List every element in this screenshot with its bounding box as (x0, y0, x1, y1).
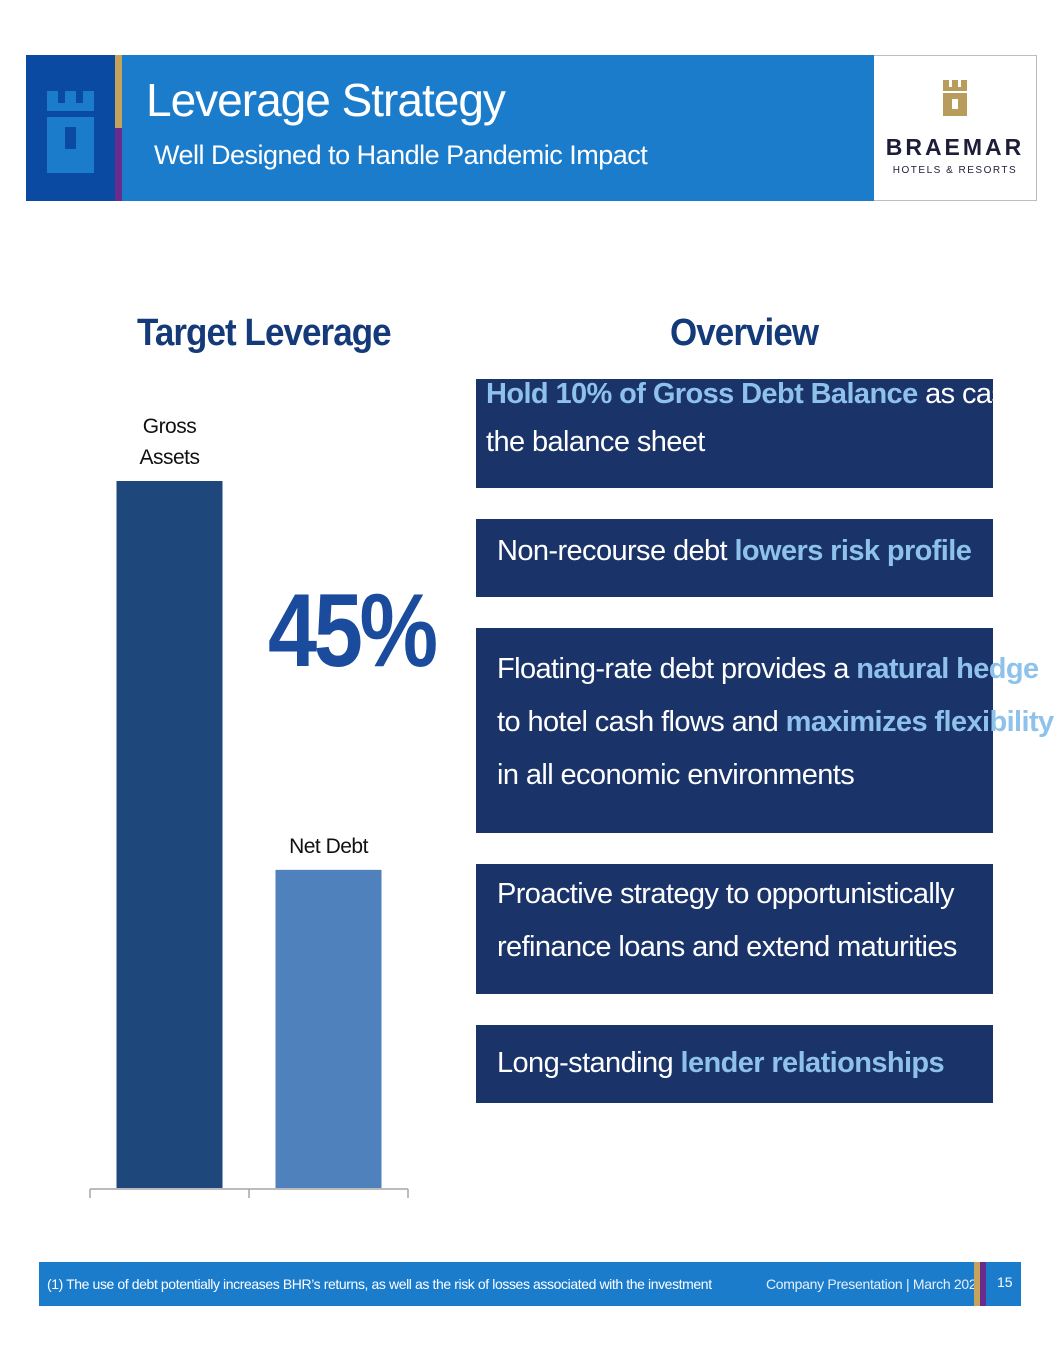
bar-label-line: Net Debt (289, 834, 368, 858)
page-title: Leverage Strategy (146, 74, 506, 126)
bar-label: Net Debt (249, 831, 409, 862)
overview-card: Proactive strategy to opportunistically r… (476, 864, 993, 994)
logo-name: BRAEMAR (885, 134, 1025, 160)
header-gold-stripe (115, 55, 122, 128)
bar-net-debt (275, 869, 382, 1188)
overview-card-text: Long-standing lender relationships (497, 1037, 945, 1090)
body-text: refinance loans and extend maturities (497, 931, 957, 963)
overview-card-text: Proactive strategy to opportunistically r… (497, 868, 957, 974)
overview-card: Long-standing lender relationships (476, 1025, 993, 1103)
leverage-percentage: 45% (268, 573, 438, 689)
footer-purple-stripe (980, 1262, 986, 1306)
overview-card-text: Non-recourse debt lowers risk profile (497, 525, 972, 578)
overview-card-text: Floating-rate debt provides a natural he… (497, 643, 1054, 802)
braemar-tower-icon (943, 80, 967, 116)
body-text: the balance sheet (486, 426, 705, 458)
braemar-logo: BRAEMAR HOTELS & RESORTS (874, 55, 1037, 201)
overview-card-line: Non-recourse debt lowers risk profile (497, 525, 972, 578)
overview-title: Overview (670, 312, 819, 354)
slide-header: Leverage Strategy Well Designed to Handl… (26, 55, 1037, 201)
overview-card-line: to hotel cash flows and maximizes flexib… (497, 696, 1054, 749)
header-icon-box (26, 55, 115, 201)
body-text: Long-standing (497, 1047, 681, 1079)
overview-card-line: refinance loans and extend maturities (497, 921, 957, 974)
body-text: in all economic environments (497, 759, 855, 791)
overview-card-line: the balance sheet (486, 418, 1055, 466)
body-text: Proactive strategy to opportunistically (497, 878, 955, 910)
bar-label-line: Gross (142, 415, 197, 438)
page-subtitle: Well Designed to Handle Pandemic Impact (154, 140, 648, 170)
presentation-label: Company Presentation | March 2021 (766, 1276, 984, 1292)
highlight-text: maximizes flexibility (785, 706, 1054, 738)
overview-card: Non-recourse debt lowers risk profile (476, 519, 993, 597)
header-band (122, 55, 874, 201)
body-text: as cash on (917, 378, 1055, 410)
header-purple-stripe (115, 128, 122, 201)
footer-gold-stripe (974, 1262, 980, 1306)
overview-card: Hold 10% of Gross Debt Balance as cash o… (476, 378, 1055, 488)
target-leverage-title: Target Leverage (137, 312, 392, 354)
bar-label: Gross Assets (90, 411, 250, 473)
bar-gross-assets (116, 481, 223, 1188)
bar-label-line: Assets (139, 446, 200, 469)
footnote: (1) The use of debt potentially increase… (47, 1276, 712, 1292)
body-text: Floating-rate debt provides a (497, 653, 857, 685)
overview-card-line: Proactive strategy to opportunistically (497, 868, 957, 921)
body-text: to hotel cash flows and (497, 706, 786, 738)
highlight-text: Hold 10% of Gross Debt Balance (486, 378, 918, 410)
highlight-text: lowers risk profile (734, 535, 972, 567)
castle-tower-icon (47, 91, 94, 173)
page-number: 15 (997, 1274, 1013, 1290)
overview-card-line: Hold 10% of Gross Debt Balance as cash o… (486, 370, 1055, 418)
highlight-text: natural hedge (856, 653, 1039, 685)
overview-card-line: in all economic environments (497, 749, 1054, 802)
overview-card-line: Floating-rate debt provides a natural he… (497, 643, 1054, 696)
body-text: Non-recourse debt (497, 535, 735, 567)
overview-card-line: Long-standing lender relationships (497, 1037, 945, 1090)
overview-card: Floating-rate debt provides a natural he… (476, 628, 1054, 833)
slide-footer: (1) The use of debt potentially increase… (39, 1262, 1021, 1306)
overview-card-text: Hold 10% of Gross Debt Balance as cash o… (486, 370, 1055, 466)
logo-tagline: HOTELS & RESORTS (892, 165, 1018, 176)
highlight-text: lender relationships (680, 1047, 945, 1079)
